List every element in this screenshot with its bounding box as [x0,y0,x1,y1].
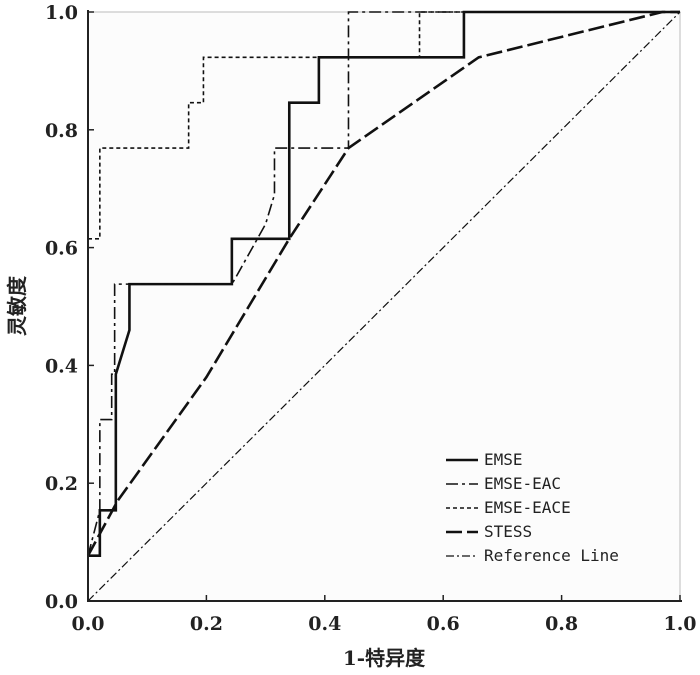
legend: EMSE EMSE-EAC EMSE-EACE STESS Reference Line [446,450,619,565]
curve-reference-line [87,11,681,602]
x-tick-label: 1.0 [663,613,696,635]
curve-stess [86,10,680,557]
curve-emse-eace [88,11,680,240]
y-tick-label: 0.2 [45,473,78,495]
x-tick-label: 0.2 [190,613,223,635]
legend-label-reference-line: Reference Line [484,546,619,565]
y-tick-label: 0.4 [45,355,78,377]
curve-emse-eac [87,11,680,556]
x-axis-label: 1-特异度 [343,646,426,670]
legend-label-stess: STESS [484,522,532,541]
x-tick-label: 0.6 [427,613,460,635]
y-tick-label: 0.0 [45,591,78,613]
y-tick-label: 0.6 [45,238,78,260]
x-tick-label: 0.4 [308,613,341,635]
y-tick-label: 0.8 [45,120,78,142]
x-tick-label: 0.0 [71,613,104,635]
x-tick-label: 0.8 [545,613,578,635]
legend-label-emse-eac: EMSE-EAC [484,474,561,493]
legend-label-emse: EMSE [484,450,523,469]
y-tick-label: 1.0 [45,2,78,24]
y-axis-label: 灵敏度 [5,275,29,336]
legend-label-emse-eace: EMSE-EACE [484,498,571,517]
